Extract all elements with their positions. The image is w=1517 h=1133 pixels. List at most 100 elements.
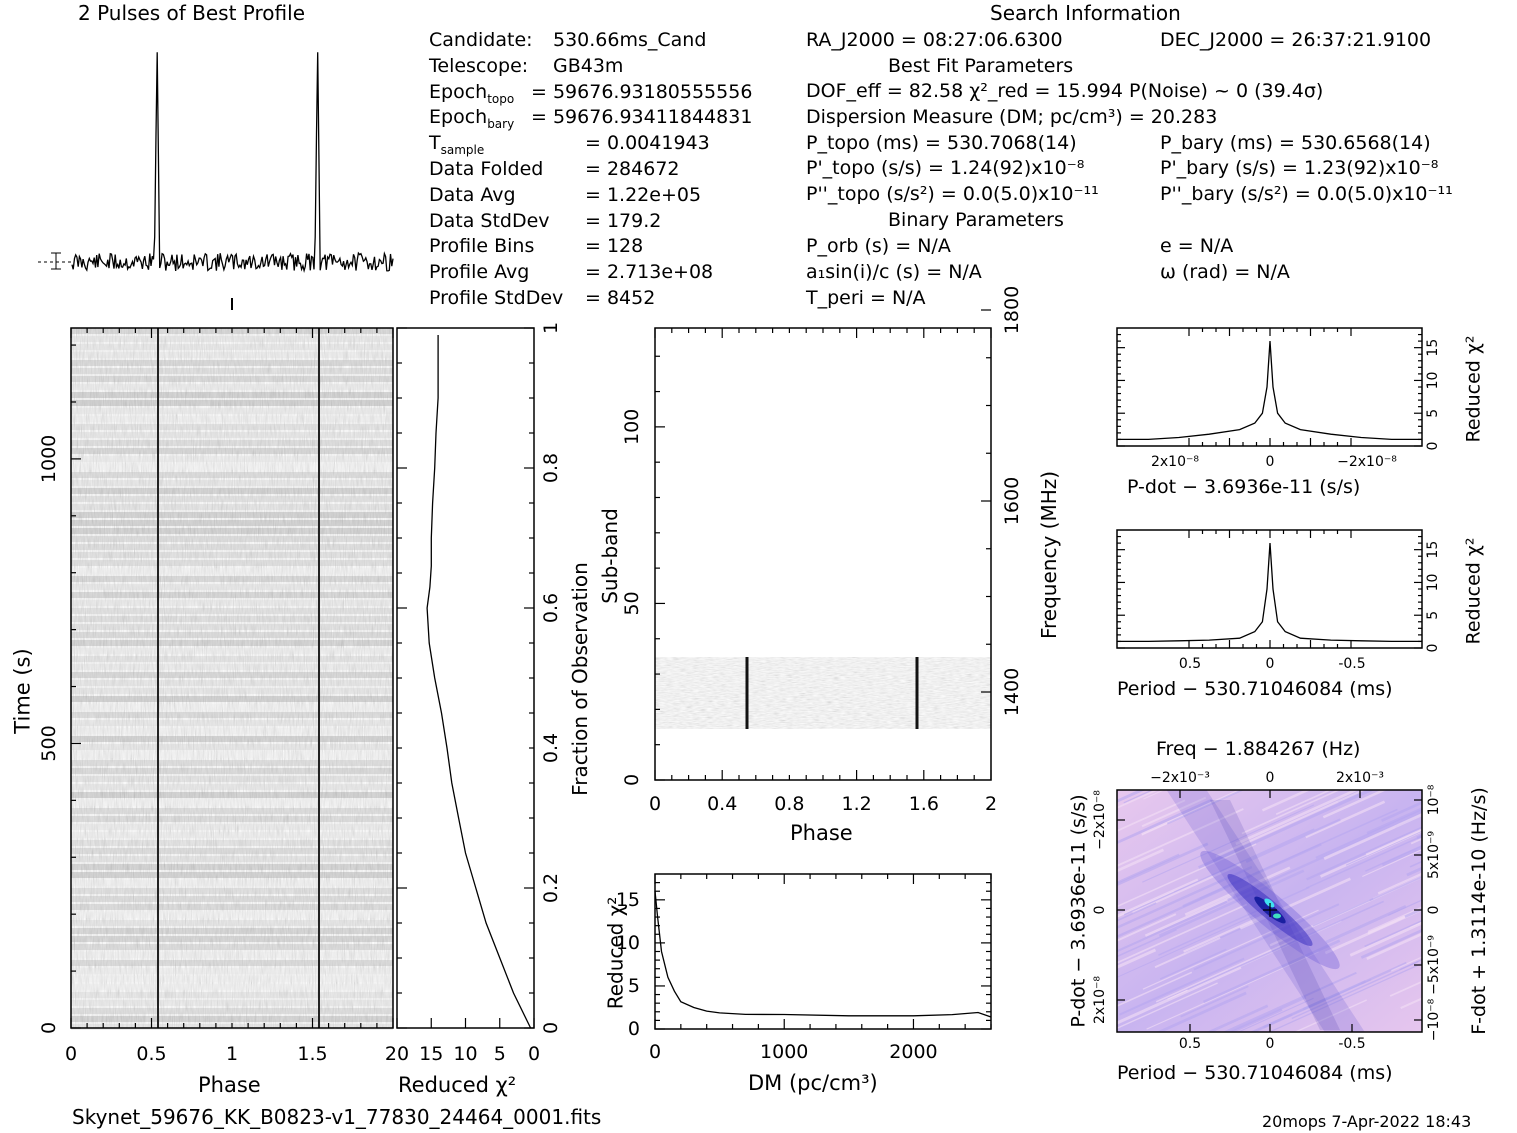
pp-lefttick: −2x10⁻⁸ xyxy=(1092,790,1108,850)
pp-toptick: 0 xyxy=(1266,770,1275,786)
pp-righttick: −5x10⁻⁹ xyxy=(1426,935,1442,995)
chi2-fraction-curve xyxy=(426,335,532,1029)
pddot-bary: P''_bary (s/s²) = 0.0(5.0)x10⁻¹¹ xyxy=(1160,183,1453,205)
ra-text: RA_J2000 = 08:27:06.6300 xyxy=(806,29,1063,51)
sb-ytick: 50 xyxy=(621,591,643,615)
pp-xtick: -0.5 xyxy=(1338,1036,1365,1052)
small-ytick: 10 xyxy=(1425,574,1441,592)
sb-ytick: 100 xyxy=(621,409,643,445)
ptopo: P_topo (ms) = 530.7068(14) xyxy=(806,132,1077,154)
sb-freqtick: 1400 xyxy=(1001,668,1023,716)
cand-key-2: Epochtopo xyxy=(429,80,515,106)
cand-sub-4: sample xyxy=(440,142,485,157)
profile-curve xyxy=(71,52,394,273)
p-pdot-plane: 0.5 0 -0.5 −2x10⁻³ 0 2x10⁻³ −2x10⁻⁸ 0 2x10⁻⁸ 10⁻⁸… xyxy=(1092,770,1442,1052)
reduced-chi2-label-left: Reduced χ² xyxy=(398,1073,517,1097)
cand-key-8: Profile Bins xyxy=(429,235,535,258)
small-ytick: 5 xyxy=(1425,409,1441,418)
tp-xtick: 1.5 xyxy=(297,1043,327,1065)
footer-stamp: 20mops 7-Apr-2022 18:43 xyxy=(1262,1112,1472,1131)
reduced-chi2-label-period: Reduced χ² xyxy=(1462,537,1485,645)
sb-xtick: 1.2 xyxy=(841,793,871,815)
cand-val-2: = 59676.93180555556 xyxy=(531,80,753,103)
reduced-chi2-label-pdot: Reduced χ² xyxy=(1462,335,1485,443)
profile-title: 2 Pulses of Best Profile xyxy=(78,1,305,25)
small-ytick: 15 xyxy=(1425,541,1441,559)
sb-xtick: 0.4 xyxy=(707,793,737,815)
frequency-label: Frequency (MHz) xyxy=(1037,470,1062,640)
time-phase-image xyxy=(71,328,393,1028)
tp-xtick: 1 xyxy=(226,1043,238,1065)
subband-image xyxy=(655,657,991,729)
cf-xtick: 15 xyxy=(419,1043,443,1065)
cand-val-5: = 284672 xyxy=(585,158,680,180)
cand-val-0: 530.66ms_Cand xyxy=(553,29,707,51)
phase-label-left: Phase xyxy=(198,1073,261,1097)
pp-toptick: 2x10⁻³ xyxy=(1336,770,1384,786)
cand-val-1: GB43m xyxy=(553,54,624,77)
pp-righttick: 0 xyxy=(1426,906,1442,915)
chi2-fraction-plot: 20 15 10 5 000.20.40.60.81 xyxy=(385,322,562,1065)
cand-key-10: Profile StdDev xyxy=(429,287,564,309)
pbary: P_bary (ms) = 530.6568(14) xyxy=(1160,132,1431,154)
fdot-axis-label: F-dot + 1.3114e-10 (Hz/s) xyxy=(1467,787,1490,1035)
a1sini: a₁sin(i)/c (s) = N/A xyxy=(806,261,982,283)
pdot-topo: P'_topo (s/s) = 1.24(92)x10⁻⁸ xyxy=(806,157,1085,179)
dm-ytick: 10 xyxy=(616,932,640,954)
pp-toptick: −2x10⁻³ xyxy=(1150,770,1210,786)
phase-label-mid: Phase xyxy=(790,821,853,845)
cand-val-6: = 1.22e+05 xyxy=(585,183,702,206)
search-title: Search Information xyxy=(990,1,1181,25)
pddot-topo: P''_topo (s/s²) = 0.0(5.0)x10⁻¹¹ xyxy=(806,183,1099,205)
dm-plot: 0 1000 2000 0 5 10 15 xyxy=(616,873,992,1063)
fraction-label: Fraction of Observation xyxy=(567,562,592,796)
pp-xtick: 0 xyxy=(1266,1036,1275,1052)
cf-ytick: 0.8 xyxy=(540,453,562,483)
cand-key-1: Telescope: xyxy=(429,54,529,77)
small-xtick: 0 xyxy=(1266,656,1275,672)
small-xtick: 0.5 xyxy=(1179,656,1201,672)
period-plot: 0 5 10 15 0.5 0 -0.5 xyxy=(1116,529,1441,672)
tp-ytick: 500 xyxy=(38,725,60,761)
cand-key-6: Data Avg xyxy=(429,183,516,206)
period-axis-label: Period − 530.71046084 (ms) xyxy=(1117,678,1393,700)
ecc: e = N/A xyxy=(1160,235,1234,257)
cf-ytick: 0.2 xyxy=(540,873,562,903)
cand-val-10: = 8452 xyxy=(585,287,656,309)
pdot-curve xyxy=(1118,341,1422,441)
dof-line: DOF_eff = 82.58 χ²_red = 15.994 P(Noise)… xyxy=(806,80,1324,102)
cand-val-8: = 128 xyxy=(585,235,644,258)
cand-val-3: = 59676.93411844831 xyxy=(531,106,753,129)
cf-ytick: 0.6 xyxy=(540,593,562,623)
dm-curve xyxy=(654,891,992,1018)
period-plane-axis-label: Period − 530.71046084 (ms) xyxy=(1117,1062,1393,1084)
pdot-axis-label: P-dot − 3.6936e-11 (s/s) xyxy=(1127,476,1361,498)
sb-xtick: 0 xyxy=(649,793,661,815)
cf-ytick: 0.4 xyxy=(540,733,562,763)
dm-xtick: 0 xyxy=(649,1041,661,1063)
time-phase-plot: 0 0.5 1 1.5 0 500 1000 xyxy=(38,327,394,1065)
sb-ytick: 0 xyxy=(621,774,643,786)
pdot-bary: P'_bary (s/s) = 1.23(92)x10⁻⁸ xyxy=(1160,157,1439,179)
small-ytick: 5 xyxy=(1425,611,1441,620)
tp-xtick: 0 xyxy=(65,1043,77,1065)
cf-ytick: 0 xyxy=(540,1022,562,1034)
small-ytick: 0 xyxy=(1425,442,1441,451)
cf-xtick: 0 xyxy=(528,1043,540,1065)
sb-xtick: 1.6 xyxy=(909,793,939,815)
small-ytick: 0 xyxy=(1425,644,1441,653)
sb-freqtick: 1600 xyxy=(1001,477,1023,525)
dm-ytick: 15 xyxy=(616,889,640,911)
omega: ω (rad) = N/A xyxy=(1160,261,1290,283)
tp-xtick: 0.5 xyxy=(136,1043,166,1065)
pdot-plot: 0 5 10 15 2x10⁻⁸ 0 −2x10⁻⁸ xyxy=(1116,327,1441,470)
cand-sub-3: bary xyxy=(487,117,515,132)
sb-xtick: 2 xyxy=(985,793,997,815)
small-ytick: 10 xyxy=(1425,372,1441,390)
cand-key-0: Candidate: xyxy=(429,29,533,51)
small-xtick: 2x10⁻⁸ xyxy=(1151,454,1199,470)
dm-xtick: 2000 xyxy=(889,1041,937,1063)
profile-plot xyxy=(38,52,394,310)
small-xtick: −2x10⁻⁸ xyxy=(1337,454,1397,470)
